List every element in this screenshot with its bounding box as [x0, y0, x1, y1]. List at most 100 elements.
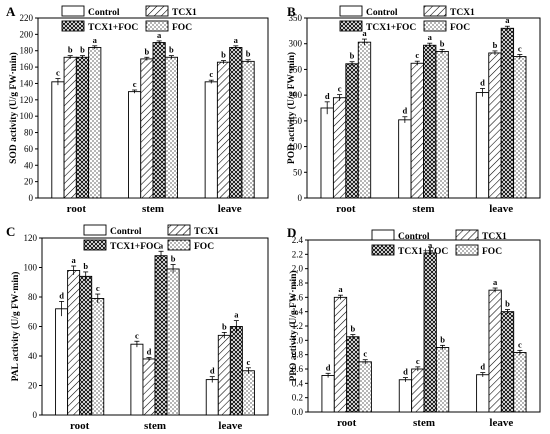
- panel-letter: C: [6, 224, 15, 239]
- legend: Control TCX1 TCX1+FOC FOC: [339, 5, 475, 33]
- y-tick-label: 0.0: [292, 407, 304, 417]
- significance-letter: b: [80, 45, 85, 55]
- bar-tcx1-root: [67, 270, 81, 416]
- significance-letter: a: [159, 240, 164, 250]
- significance-letter: c: [415, 50, 419, 60]
- significance-letter: b: [171, 254, 176, 264]
- y-tick-label: 140: [20, 78, 34, 88]
- bar-foc-root: [358, 361, 372, 413]
- y-tick-label: 120: [20, 95, 34, 105]
- significance-letter: c: [338, 84, 342, 94]
- x-tick-label: leave: [489, 203, 513, 215]
- legend-swatch: [339, 20, 363, 32]
- y-tick-label: 60: [24, 144, 34, 154]
- legend-swatch: [455, 244, 479, 256]
- significance-letter: a: [234, 310, 239, 320]
- significance-letter: a: [362, 28, 367, 38]
- significance-letter: d: [403, 367, 408, 377]
- panel-letter: B: [287, 4, 296, 19]
- y-tick-label: 1.2: [292, 321, 303, 331]
- bar-control-leave: [205, 379, 219, 416]
- bar-tcx1-foc-root: [345, 63, 359, 199]
- significance-letter: d: [480, 362, 485, 372]
- significance-letter: a: [338, 284, 343, 294]
- legend-label: TCX1+FOC: [110, 242, 160, 252]
- legend-label: TCX1: [172, 8, 197, 18]
- bar-tcx1-foc-leave: [500, 311, 515, 413]
- x-tick-label: leave: [489, 417, 513, 429]
- legend-swatch: [61, 5, 85, 17]
- legend-swatch: [371, 244, 395, 256]
- significance-letter: d: [59, 290, 64, 300]
- legend-swatch: [61, 20, 85, 32]
- bar-foc-leave: [513, 56, 527, 199]
- legend-label: TCX1: [194, 227, 219, 237]
- significance-letter: c: [96, 283, 100, 293]
- bar-control-stem: [130, 343, 144, 416]
- bar-control-stem: [398, 379, 413, 413]
- significance-letter: b: [221, 50, 226, 60]
- significance-letter: d: [480, 77, 485, 87]
- x-tick-label: root: [337, 417, 357, 429]
- y-tick-label: 20: [24, 177, 34, 187]
- y-tick-label: 40: [24, 160, 34, 170]
- legend-label: FOC: [194, 242, 214, 252]
- significance-letter: a: [157, 30, 162, 40]
- bar-tcx1-foc-stem: [423, 252, 437, 413]
- legend-label: Control: [88, 8, 120, 18]
- y-tick-label: 0.4: [292, 378, 304, 388]
- significance-letter: c: [209, 69, 213, 79]
- y-axis-label: POD activity (U/g FW·min): [286, 52, 297, 164]
- legend-label: Control: [110, 227, 142, 237]
- x-tick-label: root: [336, 203, 356, 215]
- y-tick-label: 0: [298, 193, 303, 203]
- significance-letter: b: [246, 49, 251, 59]
- significance-letter: a: [493, 277, 498, 287]
- y-tick-label: 1.8: [292, 278, 304, 288]
- bar-foc-stem: [435, 50, 449, 199]
- y-tick-label: 1.0: [292, 335, 304, 345]
- panel-D: D 0.0 0.2 0.4 0.6 0.8 1.0 1.2 1.4 1.6 1.8 2.0 2.2 2.4…: [287, 225, 541, 429]
- bar-control-leave: [476, 374, 490, 413]
- y-tick-label: 0: [33, 410, 38, 420]
- legend-swatch: [145, 20, 169, 32]
- bar-tcx1-stem: [140, 58, 154, 199]
- legend: Control TCX1 TCX1+FOC FOC: [371, 229, 507, 257]
- bar-foc-root: [88, 47, 102, 199]
- legend-swatch: [371, 229, 395, 241]
- y-tick-label: 0.8: [292, 350, 304, 360]
- y-tick-label: 200: [289, 90, 303, 100]
- significance-letter: c: [363, 349, 367, 359]
- bar-foc-stem: [166, 268, 180, 416]
- bar-control-root: [51, 81, 65, 199]
- legend-label: TCX1+FOC: [88, 23, 138, 33]
- y-tick-label: 180: [20, 46, 34, 56]
- bar-tcx1-root: [332, 97, 347, 199]
- y-tick-label: 100: [20, 111, 34, 121]
- y-tick-label: 0.2: [292, 393, 303, 403]
- bar-tcx1-foc-root: [79, 275, 93, 416]
- bar-control-leave: [475, 92, 490, 199]
- bar-control-root: [320, 107, 334, 199]
- bar-control-stem: [128, 91, 142, 199]
- y-tick-label: 80: [24, 128, 34, 138]
- legend-swatch: [423, 5, 447, 17]
- x-tick-label: root: [70, 420, 90, 432]
- y-tick-label: 100: [24, 263, 38, 273]
- bar-tcx1-foc-stem: [154, 255, 168, 416]
- y-tick-label: 1.4: [292, 307, 304, 317]
- significance-letter: d: [326, 362, 331, 372]
- bar-tcx1-stem: [411, 368, 425, 413]
- significance-letter: a: [72, 255, 77, 265]
- y-tick-label: 40: [28, 351, 38, 361]
- y-tick-label: 350: [289, 13, 303, 23]
- legend-label: TCX1: [482, 232, 507, 242]
- y-tick-label: 250: [289, 64, 303, 74]
- bar-tcx1-foc-leave: [229, 47, 243, 199]
- legend-label: Control: [398, 232, 430, 242]
- bar-tcx1-leave: [216, 61, 231, 199]
- significance-letter: d: [402, 106, 407, 116]
- bar-control-leave: [204, 81, 218, 199]
- significance-letter: c: [133, 79, 137, 89]
